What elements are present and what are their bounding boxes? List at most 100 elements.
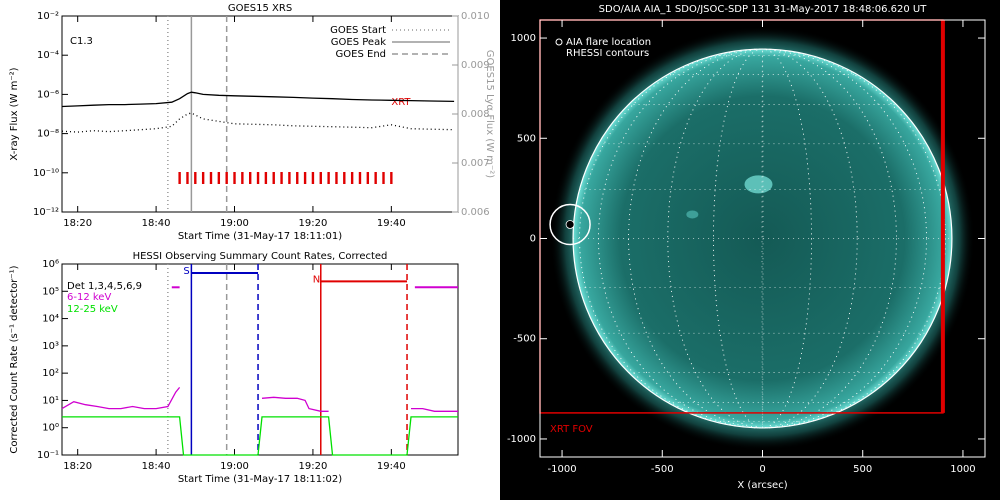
xrt-tick bbox=[296, 172, 299, 184]
flag-label: S bbox=[183, 266, 189, 277]
y2-axis-label: GOES15 Lyα Flux (W m⁻²) bbox=[484, 50, 495, 178]
active-region bbox=[686, 210, 699, 219]
xrt-tick bbox=[280, 172, 283, 184]
active-region bbox=[744, 175, 773, 194]
legend-label: GOES Peak bbox=[331, 37, 386, 48]
xrt-tick bbox=[343, 172, 346, 184]
xrt-tick bbox=[186, 172, 189, 184]
x-tick-label: 19:20 bbox=[299, 218, 328, 229]
xrt-tick bbox=[303, 172, 307, 184]
xrt-tick bbox=[209, 172, 213, 184]
x-axis-label: Start Time (31-May-17 18:11:01) bbox=[178, 231, 342, 242]
y-tick-label: 500 bbox=[517, 133, 536, 144]
flare-circle bbox=[549, 203, 591, 246]
data-line bbox=[61, 386, 458, 412]
xrt-tick bbox=[366, 172, 370, 184]
xrt-tick bbox=[350, 172, 354, 184]
legend-label: 12-25 keV bbox=[67, 304, 118, 315]
xrt-tick bbox=[288, 172, 291, 184]
data-line bbox=[61, 112, 455, 133]
xrt-tick bbox=[241, 172, 244, 184]
x-tick-label: 18:40 bbox=[142, 461, 171, 472]
y2-tick-label: 0.006 bbox=[461, 207, 490, 218]
grid-meridian bbox=[579, 48, 946, 429]
xrt-tick bbox=[374, 172, 377, 184]
x-tick-label: 19:40 bbox=[377, 461, 406, 472]
x-tick-label: 18:20 bbox=[63, 218, 92, 229]
grid-meridian bbox=[761, 48, 764, 429]
y-tick-label: 10³ bbox=[42, 341, 59, 352]
chart-title: HESSI Observing Summary Count Rates, Cor… bbox=[133, 251, 388, 262]
y2-tick-label: 0.008 bbox=[461, 109, 490, 120]
y-tick-label: 10⁶ bbox=[42, 259, 59, 270]
y-tick-label: 10⁻⁶ bbox=[37, 89, 59, 100]
solar-disk bbox=[573, 49, 952, 428]
x-tick-label: 1000 bbox=[950, 464, 975, 475]
y-axis-label: X-ray Flux (W m⁻²) bbox=[9, 67, 20, 160]
xrt-tick bbox=[319, 172, 322, 184]
y2-tick-label: 0.009 bbox=[461, 60, 490, 71]
y-tick-label: 10⁻⁴ bbox=[37, 50, 59, 61]
xrt-tick bbox=[311, 172, 315, 184]
xrt-fov-label: XRT FOV bbox=[550, 424, 593, 435]
x-tick-label: 19:00 bbox=[220, 218, 249, 229]
xrt-tick bbox=[358, 172, 362, 184]
y-tick-label: 1000 bbox=[511, 33, 536, 44]
y-axis-label: Corrected Count Rate (s⁻¹ detector⁻¹) bbox=[9, 265, 20, 453]
y-tick-label: 10⁰ bbox=[42, 423, 59, 434]
legend-label: GOES Start bbox=[330, 25, 386, 36]
y-tick-label: 10⁻² bbox=[37, 11, 59, 22]
y-tick-label: 10⁴ bbox=[42, 314, 59, 325]
xrt-tick bbox=[382, 172, 385, 184]
y-tick-label: 10⁻¹² bbox=[33, 207, 59, 218]
y-tick-label: 10⁻⁸ bbox=[37, 129, 59, 140]
xrt-tick bbox=[390, 172, 393, 184]
xrt-tick bbox=[264, 172, 268, 184]
y-tick-label: -500 bbox=[513, 334, 536, 345]
data-line bbox=[62, 416, 458, 456]
limb bbox=[572, 48, 953, 429]
y-tick-label: 10⁻¹⁰ bbox=[33, 168, 59, 179]
legend-title: Det 1,3,4,5,6,9 bbox=[67, 281, 142, 292]
xrt-tick bbox=[248, 172, 252, 184]
y2-tick-label: 0.007 bbox=[461, 158, 490, 169]
xrt-tick bbox=[178, 172, 181, 184]
xrt-tick bbox=[225, 172, 228, 184]
legend-label: AIA flare location bbox=[566, 37, 651, 48]
y-tick-label: -1000 bbox=[507, 434, 536, 445]
grid-meridian bbox=[713, 48, 812, 429]
chart-title: SDO/AIA AIA_1 SDO/JSOC-SDP 131 31-May-20… bbox=[599, 4, 928, 15]
x-axis-label: X (arcsec) bbox=[737, 480, 787, 491]
y-tick-label: 10⁻¹ bbox=[37, 450, 59, 461]
xrt-tick bbox=[256, 172, 260, 184]
xrt-tick bbox=[217, 172, 221, 184]
xrt-tick bbox=[327, 172, 330, 184]
x-tick-label: -1000 bbox=[548, 464, 577, 475]
legend-symbol bbox=[555, 38, 563, 46]
y-tick-label: 10⁵ bbox=[42, 286, 59, 297]
xrt-tick bbox=[335, 172, 338, 184]
grid-meridian bbox=[667, 48, 858, 429]
legend-label: RHESSI contours bbox=[566, 48, 649, 59]
legend-label: GOES End bbox=[336, 49, 386, 60]
x-tick-label: -500 bbox=[651, 464, 674, 475]
x-tick-label: 19:40 bbox=[377, 218, 406, 229]
xrt-label: XRT bbox=[391, 97, 411, 108]
x-tick-label: 19:20 bbox=[299, 461, 328, 472]
flare-dot bbox=[565, 220, 575, 229]
xrt-tick bbox=[272, 172, 275, 184]
chart-title: GOES15 XRS bbox=[228, 3, 292, 14]
flag-label: N bbox=[313, 274, 320, 285]
y-tick-label: 0 bbox=[530, 234, 536, 245]
xrt-tick bbox=[233, 172, 236, 184]
x-axis-label: Start Time (31-May-17 18:11:02) bbox=[178, 474, 342, 485]
plot-frame bbox=[61, 263, 459, 456]
x-tick-label: 19:00 bbox=[220, 461, 249, 472]
y2-tick-label: 0.010 bbox=[461, 11, 490, 22]
data-line bbox=[61, 91, 455, 108]
legend-label: 6-12 keV bbox=[67, 292, 111, 303]
x-tick-label: 18:20 bbox=[63, 461, 92, 472]
xrt-tick bbox=[201, 172, 205, 184]
y-tick-label: 10² bbox=[42, 368, 59, 379]
x-tick-label: 18:40 bbox=[142, 218, 171, 229]
